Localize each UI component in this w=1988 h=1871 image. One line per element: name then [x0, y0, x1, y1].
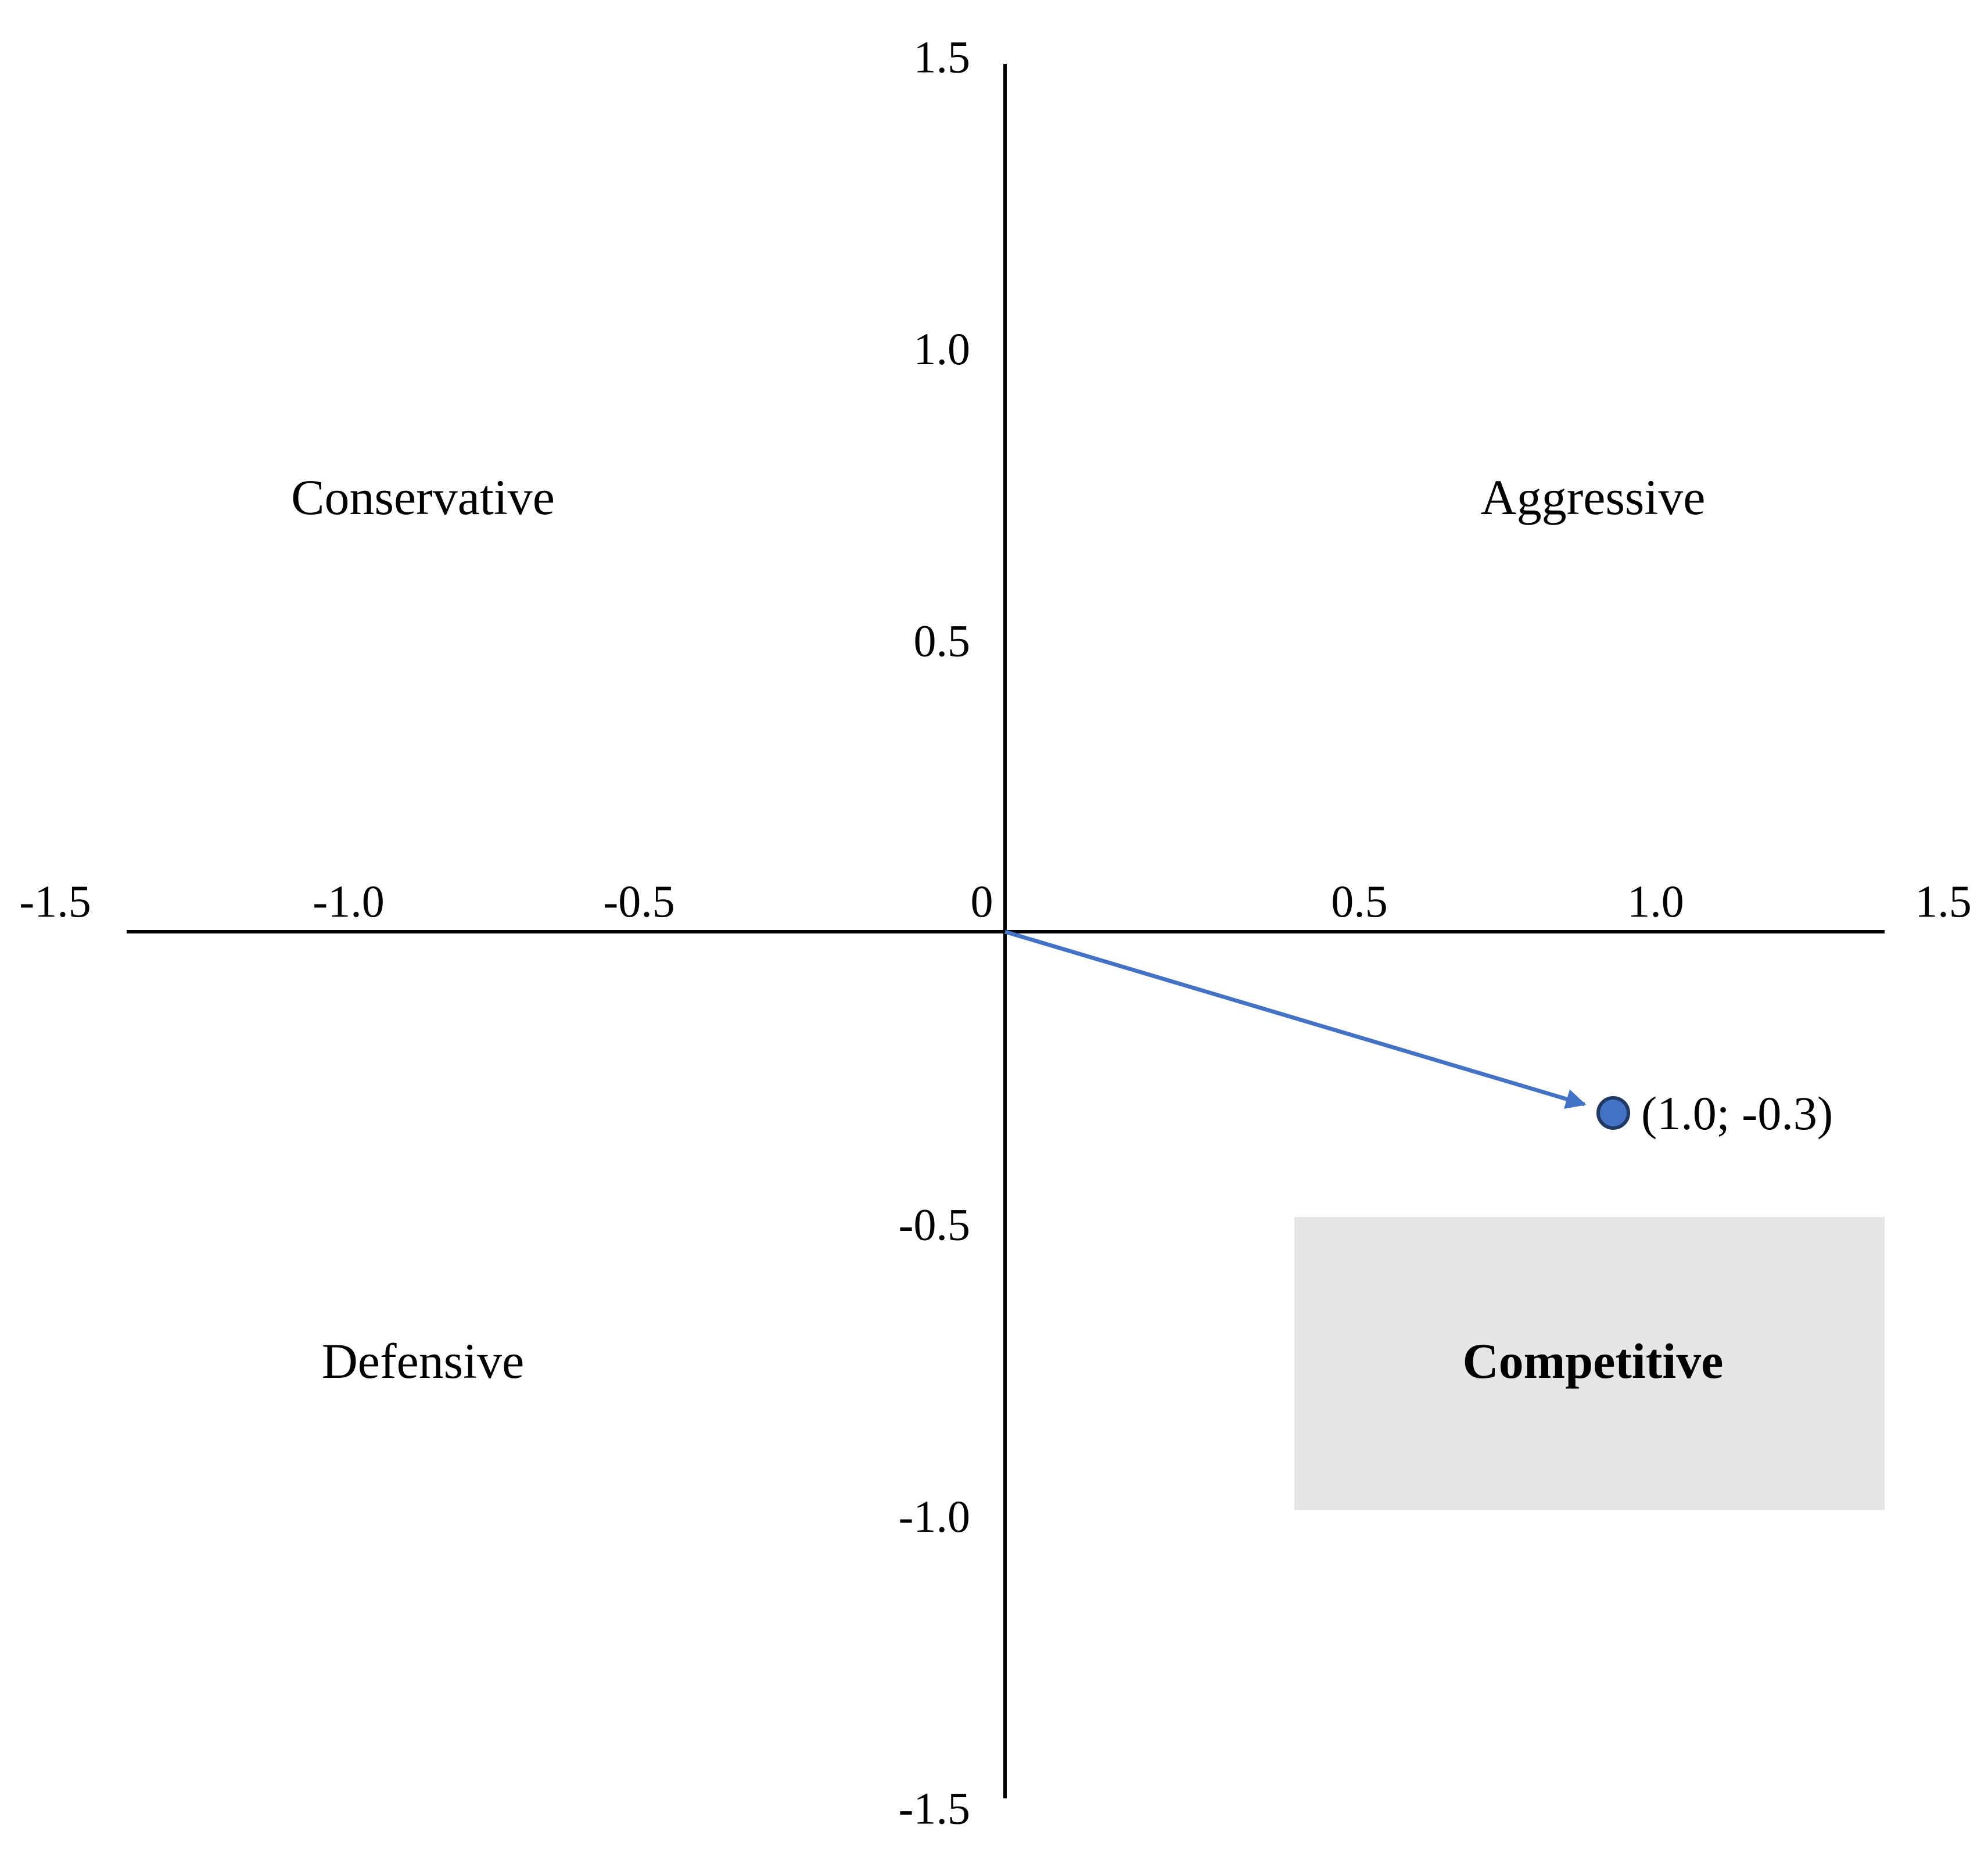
data-point-label: (1.0; -0.3) — [1641, 1087, 1833, 1140]
y-tick-label: -0.5 — [899, 1200, 970, 1250]
x-tick-label: -1.5 — [19, 876, 91, 926]
x-tick-label: 0 — [971, 876, 993, 926]
y-tick-label: -1.5 — [899, 1783, 970, 1834]
y-tick-labels: 1.5 1.0 0.5 -0.5 -1.0 -1.5 — [899, 32, 970, 1834]
x-tick-label: 0.5 — [1331, 876, 1388, 926]
quadrant-label-defensive: Defensive — [322, 1333, 525, 1389]
x-tick-label: -0.5 — [603, 876, 674, 926]
x-tick-label: 1.0 — [1627, 876, 1684, 926]
data-point-marker — [1596, 1096, 1630, 1130]
x-tick-label: -1.0 — [313, 876, 384, 926]
x-tick-label: 1.5 — [1915, 876, 1972, 926]
direction-vector-arrow — [1004, 929, 1587, 1109]
quadrant-label-aggressive: Aggressive — [1481, 469, 1706, 525]
competitive-quadrant-highlight — [1294, 1217, 1885, 1510]
y-tick-label: 0.5 — [914, 616, 971, 666]
y-tick-label: 1.0 — [914, 324, 971, 374]
quadrant-label-competitive: Competitive — [1463, 1333, 1724, 1389]
y-tick-label: 1.5 — [914, 32, 971, 82]
quadrant-labels: Conservative Aggressive Defensive Competiti… — [291, 469, 1723, 1389]
quadrant-label-conservative: Conservative — [291, 469, 555, 525]
data-points: (1.0; -0.3) — [1596, 1087, 1833, 1140]
x-tick-labels: -1.5 -1.0 -0.5 0 0.5 1.0 1.5 — [19, 876, 1971, 926]
y-tick-label: -1.0 — [899, 1491, 970, 1542]
